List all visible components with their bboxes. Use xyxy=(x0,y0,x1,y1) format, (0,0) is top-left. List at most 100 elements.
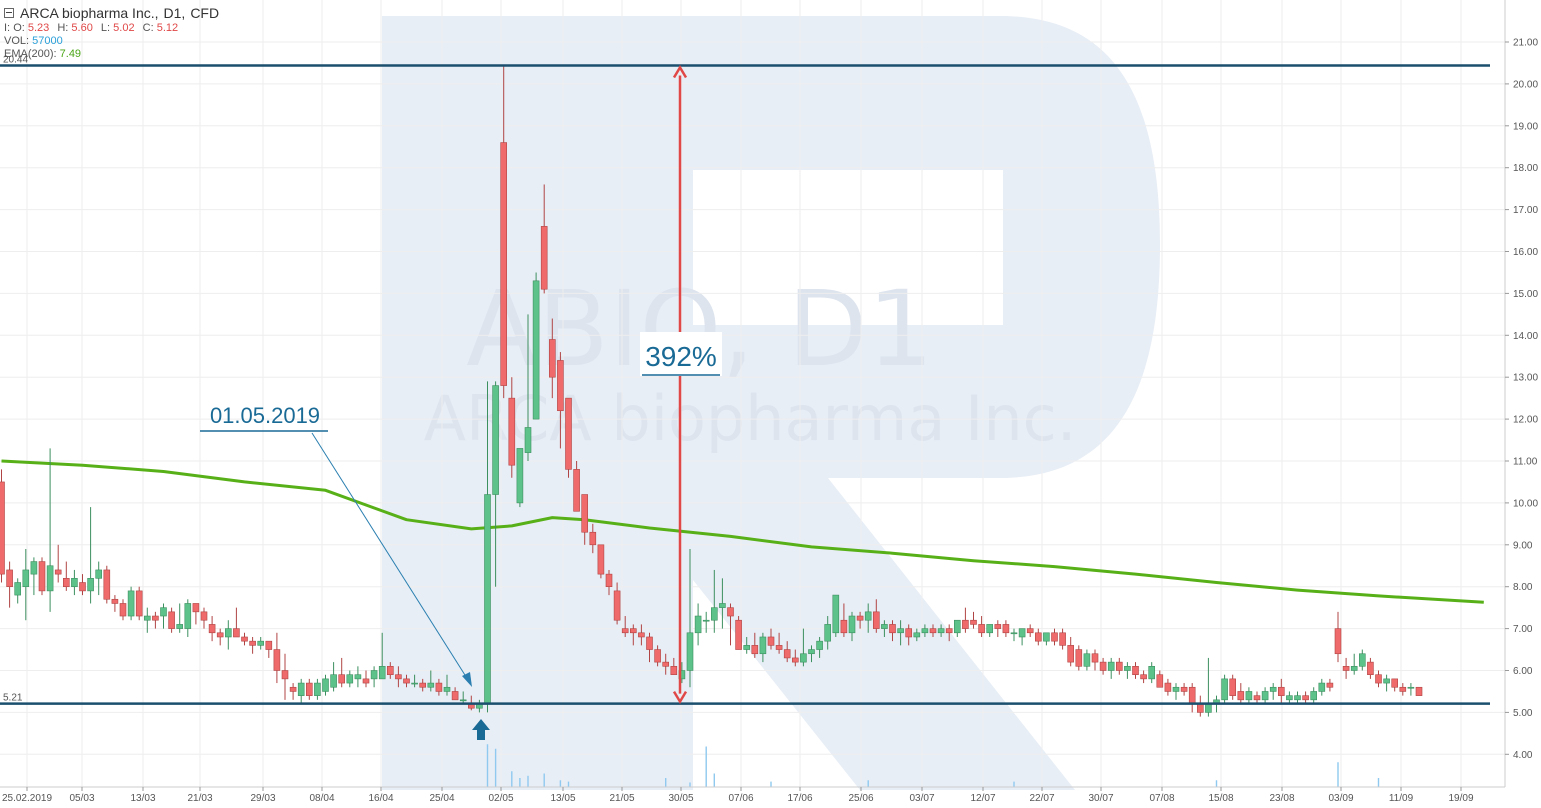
candle xyxy=(1180,683,1188,696)
candle-body xyxy=(281,670,289,680)
candle xyxy=(386,662,394,679)
y-tick-label: 12.00 xyxy=(1513,415,1538,426)
candle-body xyxy=(775,645,783,650)
candle-body xyxy=(62,578,70,588)
candle xyxy=(581,494,589,545)
candle xyxy=(840,603,848,637)
candle xyxy=(945,624,953,642)
candle-body xyxy=(557,360,564,412)
x-tick-label: 25/06 xyxy=(848,793,873,804)
candle xyxy=(46,448,54,612)
candle xyxy=(759,632,767,663)
candle-body xyxy=(1116,661,1123,671)
candle xyxy=(1164,678,1172,696)
candle-body xyxy=(1083,653,1091,667)
candle xyxy=(54,544,62,583)
candle xyxy=(1237,683,1245,705)
candle-body xyxy=(305,682,313,696)
candle-body xyxy=(1253,695,1261,701)
candle xyxy=(216,628,224,646)
candle-body xyxy=(516,448,524,504)
candle-body xyxy=(160,607,167,617)
y-tick-label: 19.00 xyxy=(1513,121,1538,132)
candle-body xyxy=(540,226,548,290)
candle xyxy=(427,670,435,692)
candle-body xyxy=(354,674,362,680)
candle xyxy=(646,632,653,663)
candle xyxy=(1148,662,1155,684)
candle-body xyxy=(613,590,621,621)
candle xyxy=(694,603,702,646)
candle-body xyxy=(362,678,370,684)
y-tick-label: 16.00 xyxy=(1513,247,1538,258)
candle-body xyxy=(856,615,864,621)
candle xyxy=(1326,678,1334,692)
candle-body xyxy=(913,632,921,638)
x-tick-label: 30/07 xyxy=(1088,793,1113,804)
candle xyxy=(119,599,127,621)
candle xyxy=(1261,687,1269,705)
candle xyxy=(338,657,346,688)
candle-body xyxy=(767,636,775,646)
candle xyxy=(881,620,888,637)
close-label: C: xyxy=(142,22,154,34)
candle-body xyxy=(38,561,46,592)
candle-body xyxy=(727,607,734,617)
candle-body xyxy=(654,649,661,663)
candle xyxy=(184,599,192,637)
candle-body xyxy=(638,632,645,638)
candle-body xyxy=(419,682,427,688)
candle xyxy=(848,611,856,642)
x-tick-label: 12/07 xyxy=(970,793,995,804)
candle xyxy=(87,507,94,604)
candle xyxy=(613,582,621,625)
candle-body xyxy=(54,569,62,575)
candle xyxy=(1026,624,1034,637)
candle-body xyxy=(1099,661,1107,671)
candle xyxy=(144,607,151,633)
collapse-toggle[interactable] xyxy=(4,8,14,18)
x-tick-label: 21/03 xyxy=(187,793,212,804)
candle xyxy=(1075,645,1083,671)
x-tick-label: 07/08 xyxy=(1149,793,1174,804)
candle xyxy=(1083,649,1091,671)
candle xyxy=(395,666,402,688)
y-tick-label: 9.00 xyxy=(1513,540,1533,551)
candle xyxy=(548,318,556,399)
candle-body xyxy=(1180,686,1188,692)
candle-body xyxy=(662,661,670,667)
candle xyxy=(127,586,135,621)
ema-row: EMA(200): 7.49 xyxy=(4,48,219,61)
candle-body xyxy=(994,624,1002,629)
x-tick-label: 23/08 xyxy=(1269,793,1294,804)
volume-bar xyxy=(665,778,667,787)
i-label: I: xyxy=(4,22,11,34)
candle-body xyxy=(103,569,111,600)
candle-body xyxy=(1318,682,1326,692)
low-label: L: xyxy=(100,22,111,34)
candle xyxy=(411,674,418,688)
open-value: 5.23 xyxy=(27,22,50,34)
candle xyxy=(0,469,5,583)
y-tick-label: 20.00 xyxy=(1513,79,1538,90)
candle xyxy=(832,594,840,637)
candle-body xyxy=(111,598,119,604)
candle xyxy=(492,381,499,587)
candle-body xyxy=(905,628,913,638)
candle xyxy=(192,603,200,625)
candle-body xyxy=(937,628,945,634)
high-value: 5.60 xyxy=(71,22,93,34)
candle xyxy=(1018,628,1026,646)
candle-body xyxy=(1310,691,1317,701)
candle xyxy=(565,397,572,478)
ema-value: 7.49 xyxy=(59,48,82,60)
candle xyxy=(953,619,961,637)
candle-body xyxy=(816,640,823,650)
candle xyxy=(200,607,208,629)
y-tick-label: 21.00 xyxy=(1513,38,1538,49)
candle xyxy=(978,616,985,637)
candle-body xyxy=(22,569,30,588)
candle-body xyxy=(840,619,848,634)
candle xyxy=(71,569,78,596)
